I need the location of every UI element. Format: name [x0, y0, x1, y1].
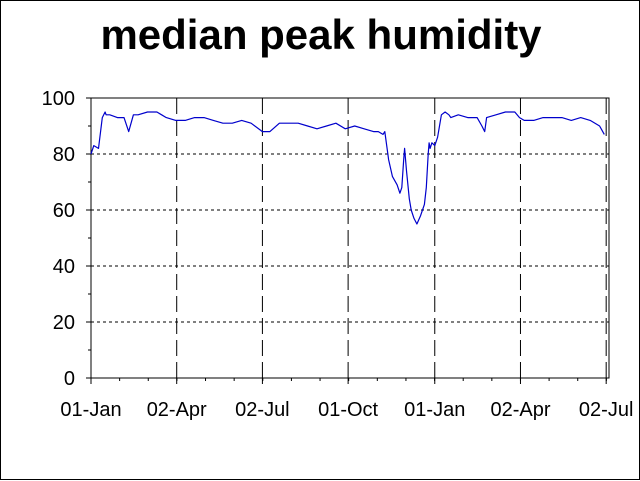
- y-tick-label: 100: [42, 88, 75, 110]
- x-tick-label: 02-Jul: [579, 399, 633, 421]
- y-tick-label: 40: [53, 256, 75, 278]
- plot-area: [90, 97, 610, 379]
- x-tick-label: 01-Jan: [60, 399, 121, 421]
- y-tick-label: 20: [53, 312, 75, 334]
- x-tick-label: 02-Apr: [490, 399, 550, 421]
- x-tick-label: 02-Jul: [235, 399, 289, 421]
- chart-title: median peak humidity: [100, 11, 542, 58]
- humidity-series-line: [90, 111, 605, 225]
- x-tick-label: 02-Apr: [147, 399, 207, 421]
- y-tick-label: 80: [53, 144, 75, 166]
- x-tick-label: 01-Oct: [318, 399, 378, 421]
- x-tick-label: 01-Jan: [404, 399, 465, 421]
- y-tick-label: 60: [53, 200, 75, 222]
- y-tick-label: 0: [64, 368, 75, 390]
